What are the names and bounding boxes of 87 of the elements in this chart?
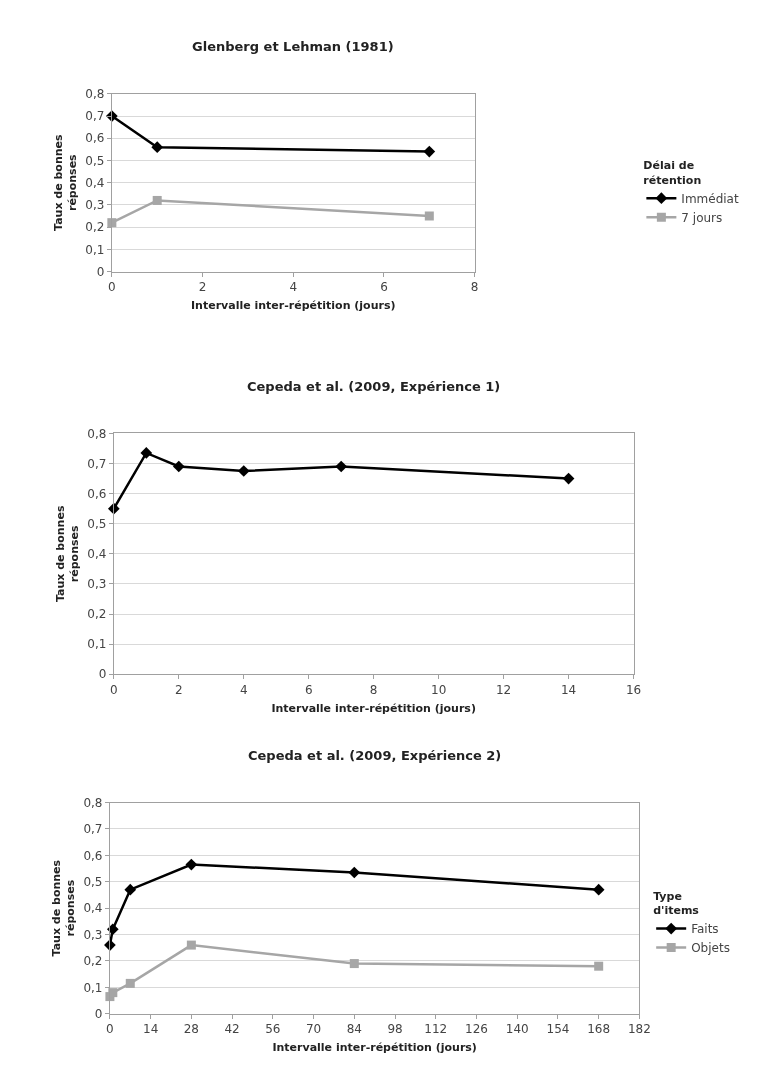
- y-tick-label: 0,6: [87, 486, 107, 501]
- y-tick-label: 0,4: [85, 175, 105, 190]
- y-tick-label: 0: [94, 1006, 103, 1021]
- legend-label: Objets: [691, 941, 730, 956]
- x-tick-label: 154: [546, 1022, 570, 1037]
- x-tick-label: 2: [198, 279, 207, 294]
- legend-label: 7 jours: [681, 210, 723, 225]
- point: [140, 447, 153, 459]
- x-tick-label: 14: [142, 1022, 159, 1037]
- y-tick-label: 0,6: [85, 131, 105, 146]
- y-tick-label: 0,2: [85, 220, 105, 235]
- x-tick-label: 12: [495, 682, 512, 697]
- x-tick-label: 4: [289, 279, 298, 294]
- x-tick-label: 42: [224, 1022, 240, 1037]
- y-axis-title: Taux de bonnes réponses: [53, 505, 81, 603]
- x-tick-label: 8: [470, 279, 479, 294]
- legend-title: Type d'items: [653, 889, 700, 918]
- point: [106, 923, 119, 936]
- x-tick-label: 70: [305, 1022, 322, 1037]
- y-tick-label: 0,7: [83, 822, 103, 837]
- x-axis-title: Intervalle inter-répétition (jours): [271, 701, 476, 715]
- y-tick-label: 0,1: [85, 242, 105, 257]
- point: [424, 211, 434, 221]
- x-tick-label: 126: [465, 1022, 488, 1037]
- x-tick-label: 98: [387, 1022, 403, 1037]
- point: [172, 460, 185, 473]
- x-tick-label: 140: [505, 1022, 529, 1037]
- y-tick-label: 0,8: [83, 795, 103, 810]
- point: [237, 465, 250, 477]
- y-tick-label: 0,4: [87, 546, 107, 561]
- point: [186, 940, 196, 950]
- y-tick-label: 0,3: [87, 577, 107, 592]
- point: [594, 961, 604, 971]
- y-tick-label: 0,7: [85, 109, 105, 124]
- point: [335, 460, 348, 473]
- x-tick-label: 8: [369, 682, 378, 697]
- y-tick-label: 0,4: [83, 901, 103, 916]
- y-tick-label: 0,3: [83, 927, 103, 942]
- point: [185, 858, 198, 871]
- point: [124, 883, 137, 896]
- x-tick-label: 6: [304, 682, 313, 697]
- x-tick-label: 4: [239, 682, 248, 697]
- point: [348, 866, 361, 879]
- x-tick-label: 14: [560, 682, 577, 697]
- y-tick-label: 0: [96, 264, 105, 279]
- y-tick-label: 0: [98, 667, 107, 682]
- y-tick-label: 0,5: [85, 153, 105, 168]
- legend-label: Faits: [691, 922, 719, 937]
- x-axis-title: Intervalle inter-répétition (jours): [272, 1041, 477, 1055]
- y-axis-title: Taux de bonnes réponses: [51, 133, 80, 231]
- x-tick-label: 0: [110, 682, 118, 697]
- legend-title: Délai de rétention: [643, 159, 702, 187]
- x-tick-label: 10: [430, 682, 447, 697]
- x-tick-label: 6: [380, 279, 388, 294]
- x-tick-label: 182: [627, 1022, 651, 1037]
- y-tick-label: 0,3: [85, 198, 105, 213]
- chart-title: Cepeda et al. (2009, Expérience 1): [247, 379, 501, 394]
- point: [151, 141, 164, 154]
- x-tick-label: 2: [174, 682, 183, 697]
- y-tick-label: 0,8: [87, 426, 107, 441]
- point: [423, 145, 436, 158]
- x-tick-label: 84: [346, 1022, 362, 1037]
- y-tick-label: 0,5: [87, 516, 107, 531]
- chart-title: Glenberg et Lehman (1981): [192, 39, 394, 54]
- point: [152, 195, 162, 205]
- x-tick-label: 28: [183, 1022, 199, 1037]
- chart-title: Cepeda et al. (2009, Expérience 2): [248, 748, 502, 763]
- point: [562, 472, 575, 485]
- point: [349, 959, 359, 969]
- point: [107, 502, 120, 515]
- y-tick-label: 0,1: [83, 980, 103, 995]
- point: [125, 978, 135, 988]
- point: [592, 883, 605, 896]
- y-tick-label: 0,2: [87, 607, 107, 622]
- y-tick-label: 0,8: [85, 87, 105, 102]
- x-tick-label: 16: [625, 682, 642, 697]
- x-tick-label: 112: [424, 1022, 448, 1037]
- y-tick-label: 0,5: [83, 874, 103, 889]
- x-tick-label: 168: [587, 1022, 611, 1037]
- legend-label: Immédiat: [681, 191, 739, 206]
- y-tick-label: 0,7: [87, 456, 107, 471]
- y-tick-label: 0,1: [87, 637, 107, 652]
- x-tick-label: 56: [265, 1022, 281, 1037]
- x-axis-title: Intervalle inter-répétition (jours): [191, 299, 396, 313]
- y-axis-title: Taux de bonnes réponses: [49, 859, 78, 957]
- y-tick-label: 0,6: [83, 848, 103, 863]
- y-tick-label: 0,2: [83, 954, 103, 969]
